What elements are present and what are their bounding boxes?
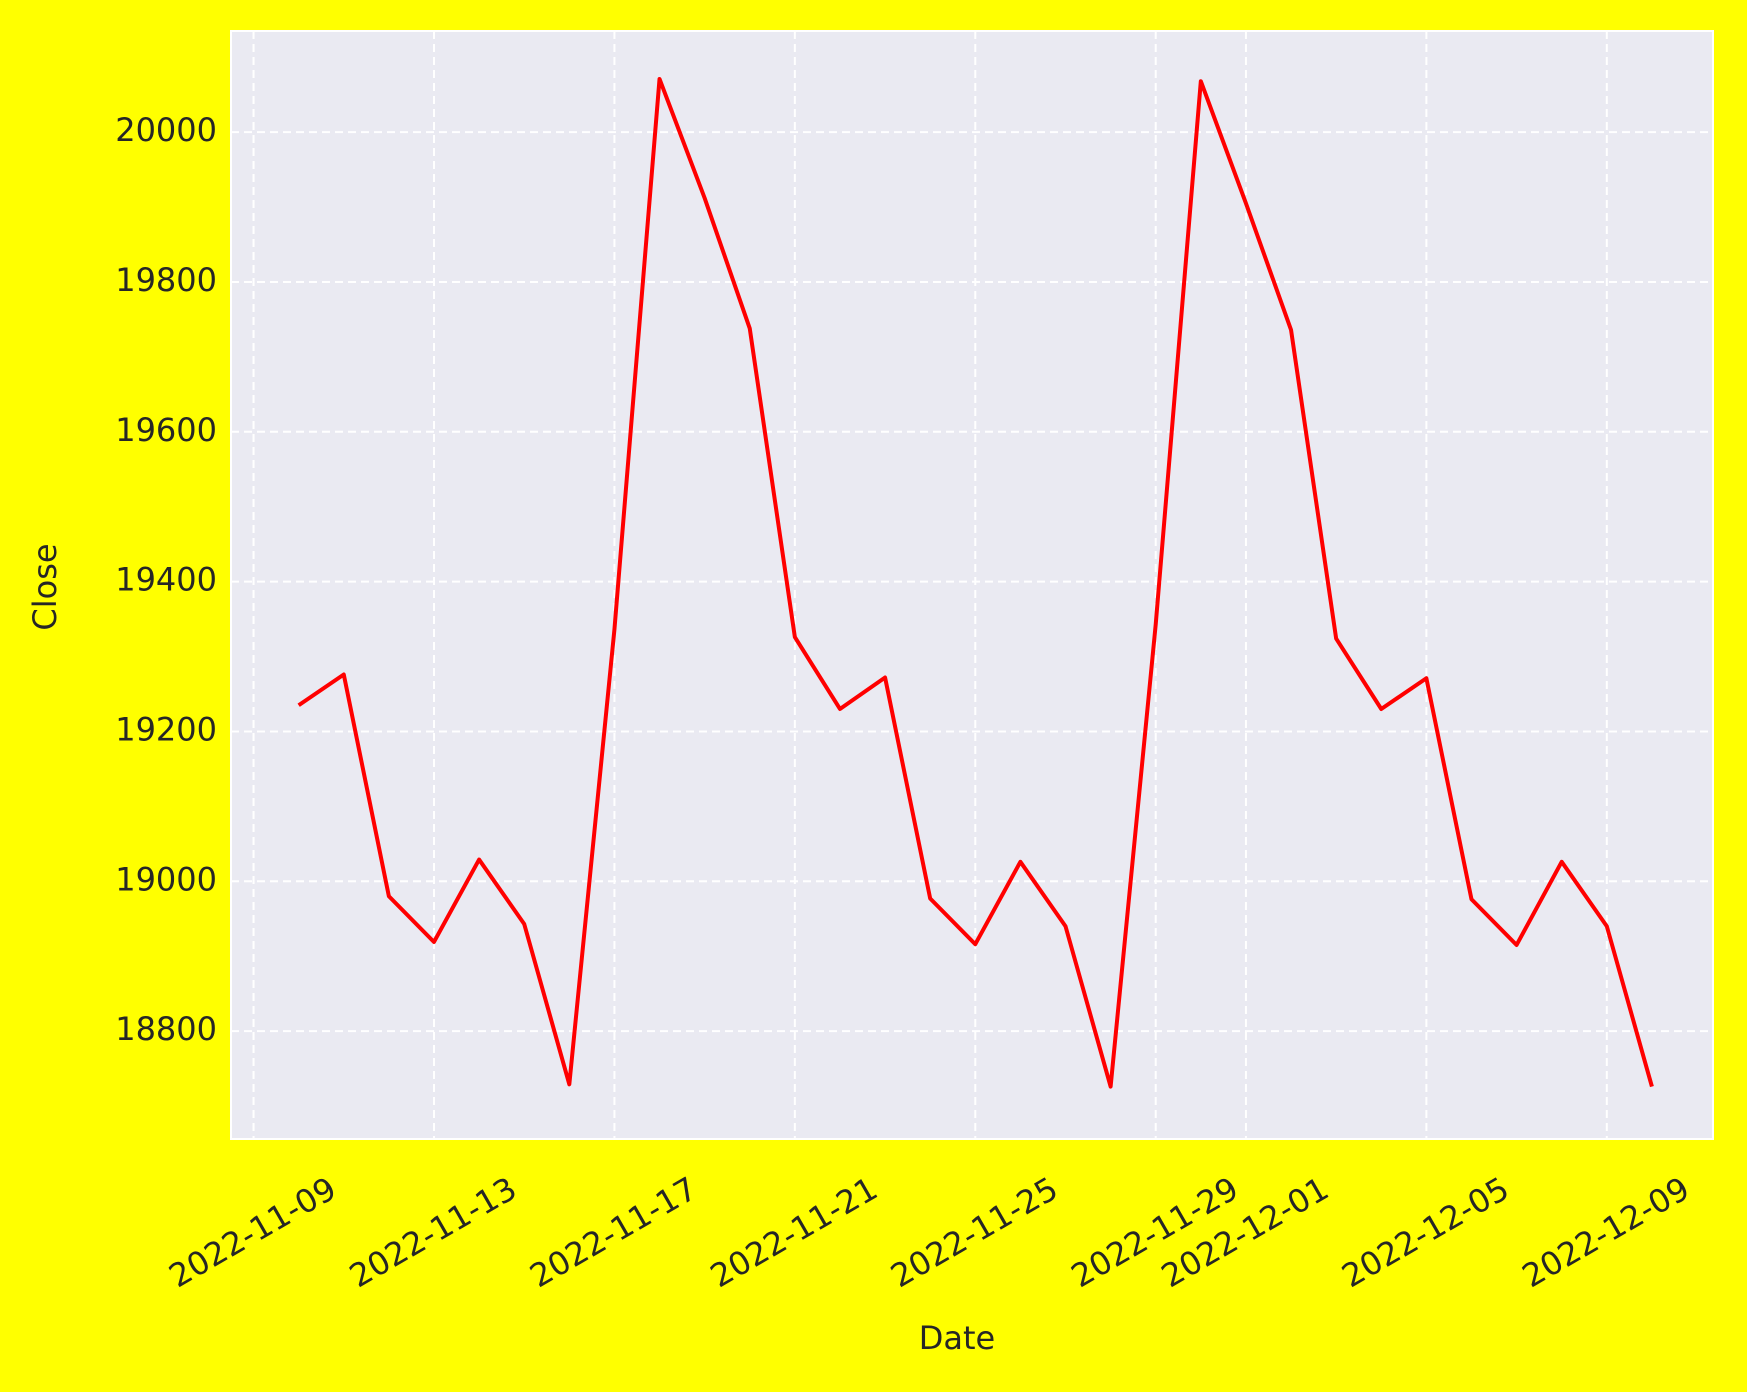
y-tick-label: 19800 xyxy=(115,261,217,299)
y-tick-label: 20000 xyxy=(115,111,217,149)
y-axis-label: Close xyxy=(26,543,64,630)
x-axis-label: Date xyxy=(919,1319,995,1357)
plot-area xyxy=(230,30,1714,1140)
y-tick-label: 19000 xyxy=(115,860,217,898)
line xyxy=(297,76,1654,1089)
y-tick-label: 19400 xyxy=(115,561,217,599)
y-tick-label: 19600 xyxy=(115,411,217,449)
y-tick-label: 18800 xyxy=(115,1010,217,1048)
y-tick-label: 19200 xyxy=(115,710,217,748)
